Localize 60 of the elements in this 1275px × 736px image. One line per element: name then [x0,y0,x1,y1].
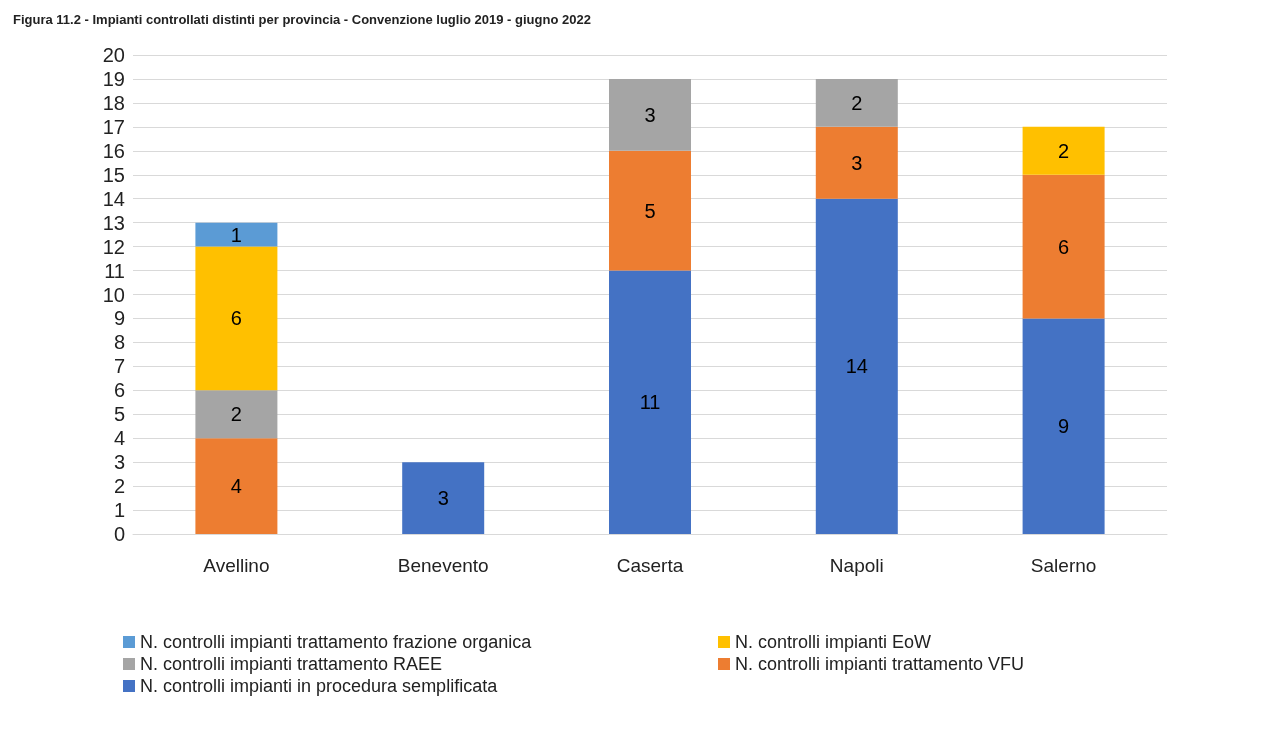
data-label: 3 [644,103,656,126]
bar [402,462,485,534]
y-tick-label: 6 [113,379,125,402]
bar [195,222,278,247]
legend-label: N. controlli impianti trattamento RAEE [140,654,443,674]
bar [1022,174,1105,319]
y-tick-label: 1 [113,499,125,522]
bar [195,438,278,534]
legend-label: N. controlli impianti EoW [735,632,932,652]
data-label: 6 [1058,235,1070,258]
y-tick-label: 5 [113,403,125,426]
bar [195,390,278,439]
y-tick-label: 14 [102,187,125,210]
data-label: 2 [1058,139,1070,162]
bar [609,78,691,151]
bar [609,150,691,271]
data-label: 9 [1058,415,1070,438]
legend-label: N. controlli impianti trattamento frazione organica [140,632,533,652]
data-label: 2 [851,91,863,114]
data-label: 11 [639,391,661,414]
bar [195,246,278,391]
legend-label: N. controlli impianti in procedura semplificata [140,676,499,696]
y-tick-label: 10 [102,283,125,306]
y-tick-label: 3 [113,451,125,474]
legend-label: N. controlli impianti trattamento VFU [735,654,1025,674]
bar [815,198,898,534]
data-label: 3 [437,487,449,510]
data-label: 14 [845,355,868,378]
y-tick-label: 17 [102,115,125,138]
y-tick-label: 11 [104,259,125,282]
y-tick-label: 8 [113,331,125,354]
data-label: 2 [230,403,242,426]
x-tick-label: Salerno [1030,555,1097,576]
y-tick-label: 7 [113,355,125,378]
y-tick-label: 13 [102,211,125,234]
y-tick-label: 20 [102,44,125,66]
data-label: 6 [230,307,242,330]
y-tick-label: 18 [102,91,125,114]
y-tick-label: 19 [102,67,125,90]
data-label: 1 [230,223,242,246]
data-label: 4 [230,475,242,498]
y-tick-label: 0 [113,523,125,545]
y-tick-label: 9 [113,307,125,330]
chart-title: Figura 11.2 - Impianti controllati distinti per provincia - Convenzione luglio 2019 - giugno 2022 [13,12,591,27]
y-tick-label: 16 [102,139,125,162]
bar [1022,318,1105,534]
x-tick-label: Caserta [616,555,684,576]
data-label: 5 [644,199,656,222]
x-tick-label: Benevento [397,555,489,576]
bar [815,126,898,199]
y-tick-label: 2 [113,475,125,498]
x-tick-label: Avellino [203,555,270,576]
y-tick-label: 12 [102,235,125,258]
data-label: 3 [851,151,863,174]
bar [1022,126,1105,175]
bar [815,78,898,127]
bar [609,270,691,534]
y-tick-label: 15 [102,163,125,186]
x-tick-label: Napoli [829,555,884,576]
y-tick-label: 4 [113,427,125,450]
